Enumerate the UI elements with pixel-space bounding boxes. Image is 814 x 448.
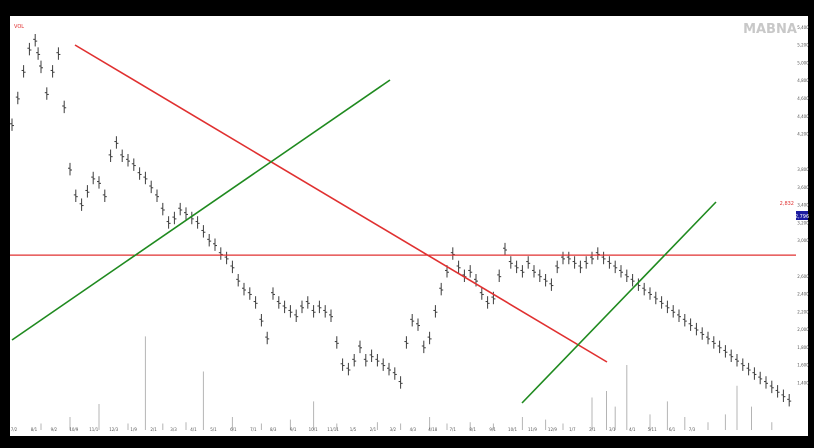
- x-tick-label: 4/1: [629, 427, 636, 432]
- y-axis-ticks: 5,400 5,200 5,000 4,800 4,600 4,400 4,200 3,800…: [797, 25, 809, 386]
- x-tick-label: 9/1: [290, 427, 297, 432]
- x-tick-label: 12/3: [109, 427, 118, 432]
- y-tick-label: 5,400: [797, 25, 809, 30]
- x-tick-label: 8/1: [469, 427, 476, 432]
- x-tick-label: 8/3: [270, 427, 277, 432]
- x-tick-label: 9/1: [489, 427, 496, 432]
- x-tick-label: 2/1: [370, 427, 377, 432]
- x-tick-label: 11/9: [528, 427, 537, 432]
- y-tick-label: 4,600: [797, 96, 809, 101]
- x-tick-label: 4/3: [410, 427, 417, 432]
- y-tick-label: 2,400: [797, 292, 809, 297]
- x-tick-label: 11/1: [89, 427, 98, 432]
- x-tick-label: 12/9: [548, 427, 557, 432]
- ascending-trendline-right: [521, 201, 717, 404]
- y-tick-label: 5,000: [797, 60, 809, 65]
- y-tick-label: 2,200: [797, 309, 809, 314]
- x-tick-label: 11/11: [327, 427, 339, 432]
- y-tick-label: 2,000: [797, 327, 809, 332]
- last-price-badge: [796, 211, 808, 220]
- x-tick-label: 3/1: [609, 427, 616, 432]
- y-tick-label: 3,000: [797, 238, 809, 243]
- price-axis: [796, 16, 808, 436]
- vol-label: VOL: [14, 24, 24, 30]
- x-tick-label: 10/1: [508, 427, 517, 432]
- descending-trendline: [74, 44, 608, 363]
- watermark: MABNA: [743, 22, 797, 37]
- last-price-badge-text: 2,796: [795, 214, 809, 220]
- x-tick-label: 3/3: [170, 427, 177, 432]
- y-tick-label: 1,800: [797, 345, 809, 350]
- x-tick-label: 10/1: [309, 427, 318, 432]
- x-tick-label: 7/1: [250, 427, 257, 432]
- x-tick-label: 4/18: [428, 427, 437, 432]
- y-tick-label: 4,800: [797, 78, 809, 83]
- x-tick-label: 1/7: [569, 427, 576, 432]
- x-tick-label: 3/2: [390, 427, 397, 432]
- x-tick-label: 7/2: [11, 427, 18, 432]
- x-tick-label: 8/1: [31, 427, 38, 432]
- y-tick-label: 3,800: [797, 167, 809, 172]
- plot-area[interactable]: [10, 16, 796, 436]
- x-axis-ticks: 7/2 8/1 9/2 10/9 11/1 12/3 1/9 2/1 3/3 4/1 5/1 6/1 7…: [11, 427, 696, 432]
- y-tick-label: 1,600: [797, 363, 809, 368]
- y-tick-label: 2,600: [797, 274, 809, 279]
- x-tick-label: 6/1: [669, 427, 676, 432]
- x-tick-label: 5/11: [648, 427, 657, 432]
- x-tick-label: 1/5: [350, 427, 357, 432]
- y-tick-label: 3,400: [797, 203, 809, 208]
- ascending-trendline-left: [11, 79, 391, 341]
- x-tick-label: 9/2: [51, 427, 58, 432]
- trendlines: [10, 44, 796, 404]
- y-tick-label: 4,400: [797, 114, 809, 119]
- volume-bars: [40, 336, 773, 430]
- x-tick-label: 7/3: [689, 427, 696, 432]
- y-tick-label: 5,200: [797, 43, 809, 48]
- x-tick-label: 5/1: [210, 427, 217, 432]
- y-tick-label: 1,400: [797, 380, 809, 385]
- price-bars: [10, 34, 792, 407]
- level-label: 2,832: [780, 201, 794, 207]
- x-tick-label: 2/1: [589, 427, 596, 432]
- x-tick-label: 6/1: [230, 427, 237, 432]
- y-tick-label: 3,600: [797, 185, 809, 190]
- x-tick-label: 7/1: [449, 427, 456, 432]
- x-tick-label: 4/1: [190, 427, 197, 432]
- x-tick-label: 1/9: [130, 427, 137, 432]
- x-tick-label: 2/1: [150, 427, 157, 432]
- x-tick-label: 10/9: [69, 427, 78, 432]
- y-tick-label: 4,200: [797, 132, 809, 137]
- y-tick-label: 3,200: [797, 220, 809, 225]
